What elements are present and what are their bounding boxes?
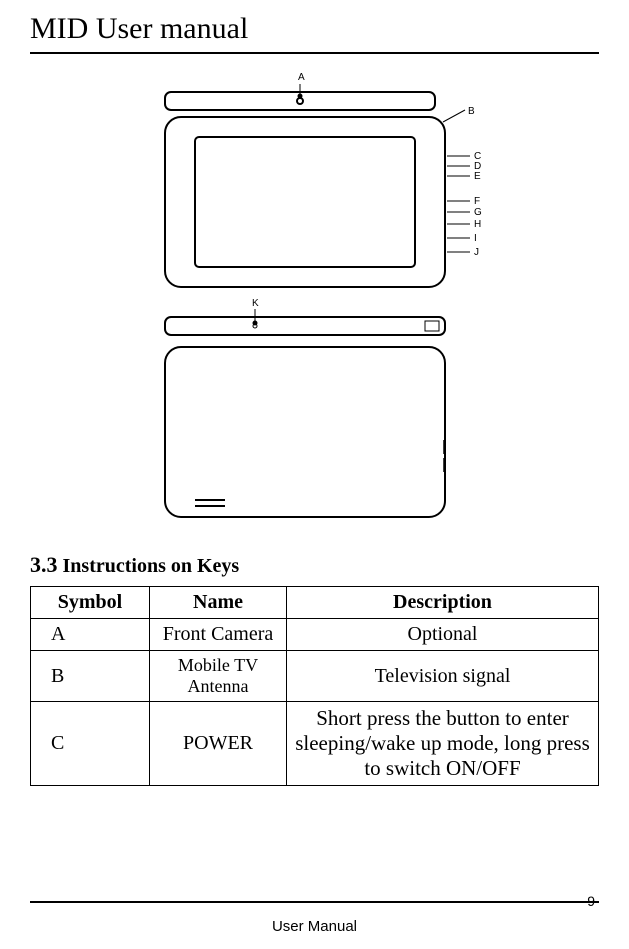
- table-header-row: Symbol Name Description: [31, 587, 599, 619]
- th-description: Description: [287, 587, 599, 619]
- keys-table: Symbol Name Description A Front Camera O…: [30, 586, 599, 786]
- cell-symbol: A: [31, 619, 150, 651]
- cell-symbol: C: [31, 702, 150, 786]
- section-heading: 3.3 Instructions on Keys: [30, 552, 599, 578]
- label-A: A: [298, 72, 305, 83]
- device-diagram: A B: [30, 62, 599, 532]
- cell-desc: Optional: [287, 619, 599, 651]
- table-row: B Mobile TV Antenna Television signal: [31, 651, 599, 702]
- title-rule: [30, 52, 599, 54]
- th-symbol: Symbol: [31, 587, 150, 619]
- label-F: F: [474, 196, 480, 207]
- cell-name: POWER: [150, 702, 287, 786]
- label-H: H: [474, 219, 481, 230]
- cell-desc: Short press the button to enter sleeping…: [287, 702, 599, 786]
- label-B: B: [468, 106, 475, 117]
- table-row: A Front Camera Optional: [31, 619, 599, 651]
- label-I: I: [474, 233, 477, 244]
- label-G: G: [474, 207, 482, 218]
- cell-name: Mobile TV Antenna: [150, 651, 287, 702]
- footer-rule: [30, 901, 599, 903]
- cell-symbol: B: [31, 651, 150, 702]
- cell-desc: Television signal: [287, 651, 599, 702]
- section-number: 3.3: [30, 552, 58, 577]
- label-E: E: [474, 171, 481, 182]
- page: MID User manual A B: [0, 0, 629, 949]
- device-diagram-svg: A B: [125, 62, 505, 532]
- footer-label: User Manual: [0, 918, 629, 935]
- label-J: J: [474, 247, 479, 258]
- label-K: K: [252, 298, 259, 309]
- th-name: Name: [150, 587, 287, 619]
- section-title: Instructions on Keys: [63, 555, 240, 577]
- table-row: C POWER Short press the button to enter …: [31, 702, 599, 786]
- page-title: MID User manual: [30, 12, 599, 46]
- cell-name: Front Camera: [150, 619, 287, 651]
